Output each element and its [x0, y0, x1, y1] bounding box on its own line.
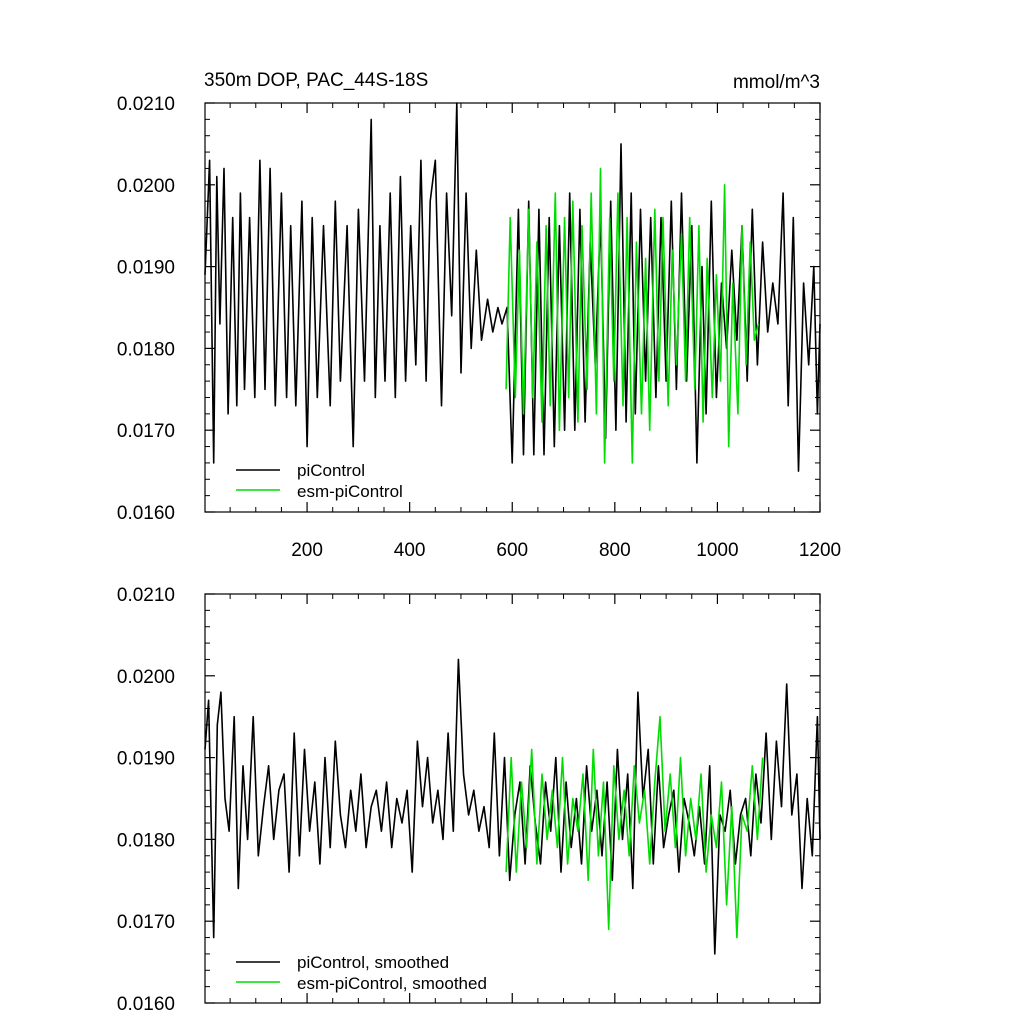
x-tick-label: 600 [496, 540, 528, 561]
bottom-axes: 0.0160 0.0170 0.0180 0.0190 0.0200 0.0210 [117, 585, 821, 1015]
y-tick-label: 0.0190 [117, 258, 175, 279]
series-line-picontrol-smoothed [204, 658, 821, 955]
y-tick-label: 0.0200 [117, 667, 175, 688]
x-tick-label: 200 [291, 540, 323, 561]
y-tick-label: 0.0170 [117, 912, 175, 933]
series-line-esm-picontrol [505, 167, 760, 464]
bottom-plot-lines [204, 658, 821, 955]
y-tick-label: 0.0200 [117, 176, 175, 197]
x-tick-label: 400 [394, 540, 426, 561]
top-panel-units: mmol/m^3 [733, 72, 820, 93]
series-line-picontrol [204, 102, 821, 472]
y-tick-label: 0.0210 [117, 94, 175, 115]
top-axes: 0.0160 0.0170 0.0180 0.0190 0.0200 0.0210 200 4… [117, 94, 841, 561]
top-plot-lines [204, 102, 821, 472]
x-tick-label: 800 [599, 540, 631, 561]
top-panel-title: 350m DOP, PAC_44S-18S [204, 70, 428, 91]
y-tick-label: 0.0180 [117, 830, 175, 851]
top-panel: 350m DOP, PAC_44S-18S mmol/m^3 0.01600.0… [117, 70, 841, 561]
y-tick-label: 0.0160 [117, 503, 175, 524]
series-line-esm-picontrol-smoothed [505, 715, 764, 939]
y-tick-label: 0.0180 [117, 339, 175, 360]
bottom-panel: 0.0160 0.0170 0.0180 0.0190 0.0200 0.0210 piC… [117, 585, 821, 1015]
legend-label-picontrol: piControl [297, 461, 365, 480]
y-tick-label: 0.0170 [117, 421, 175, 442]
legend-label-picontrol-smoothed: piControl, smoothed [297, 953, 449, 972]
legend-label-esm-picontrol-smoothed: esm-piControl, smoothed [297, 974, 487, 993]
x-tick-label: 1200 [799, 540, 841, 561]
top-legend: piControl esm-piControl [236, 461, 403, 501]
legend-label-esm-picontrol: esm-piControl [297, 482, 403, 501]
y-tick-label: 0.0160 [117, 994, 175, 1015]
x-tick-label: 1000 [696, 540, 738, 561]
y-tick-label: 0.0210 [117, 585, 175, 606]
y-tick-label: 0.0190 [117, 749, 175, 770]
bottom-legend: piControl, smoothed esm-piControl, smoot… [236, 953, 487, 993]
